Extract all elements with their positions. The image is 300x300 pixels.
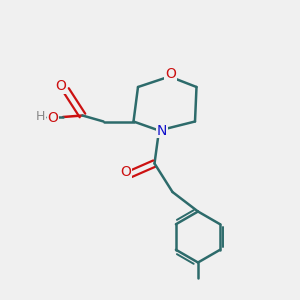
Text: O: O: [121, 166, 131, 179]
Text: O: O: [48, 112, 58, 125]
Text: H: H: [36, 110, 45, 124]
Text: O: O: [55, 80, 66, 93]
Text: N: N: [157, 124, 167, 137]
Text: O: O: [165, 67, 176, 81]
